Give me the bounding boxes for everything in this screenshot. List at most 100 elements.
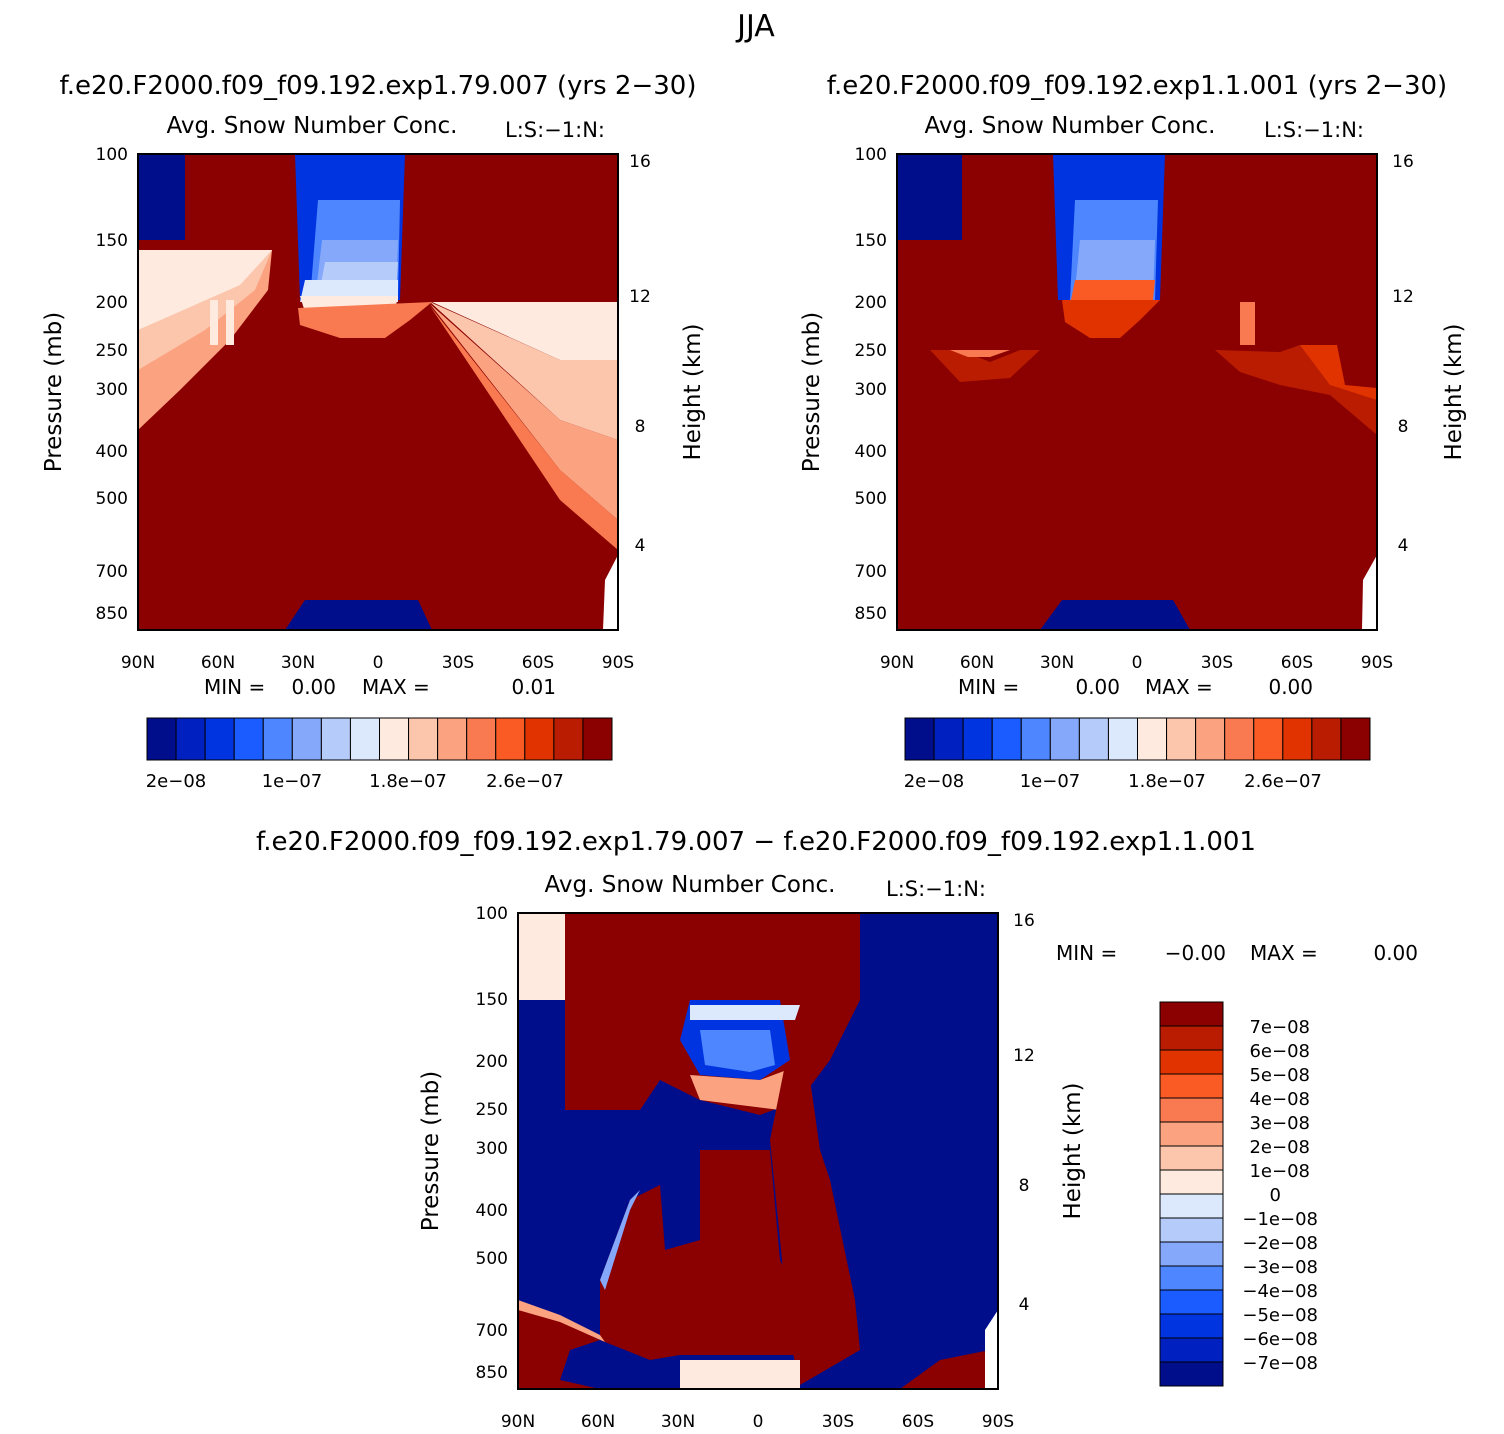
colorbar-swatch	[1107, 717, 1138, 761]
x-tick-label: 30S	[442, 653, 474, 673]
colorbar-swatch	[466, 717, 497, 761]
colorbar-label: 2e−08	[146, 771, 207, 792]
colorbar-label: 5e−08	[1249, 1065, 1310, 1086]
colorbar-label: 2.6e−07	[486, 771, 564, 792]
colorbar-swatch	[379, 717, 410, 761]
colorbar-label: 1.8e−07	[1128, 771, 1206, 792]
colorbar-swatch	[1159, 1097, 1224, 1123]
colorbar-swatch	[349, 717, 380, 761]
y-tick-label: 400	[96, 442, 128, 462]
y-tick-label: 200	[855, 293, 887, 313]
colorbar-label: −1e−08	[1242, 1209, 1318, 1230]
colorbar-swatch	[408, 717, 439, 761]
y-tick-label: 150	[476, 990, 508, 1010]
y-tick-label: 100	[96, 145, 128, 165]
colorbar-swatch	[291, 717, 322, 761]
figure-title: JJA	[735, 9, 775, 44]
colorbar-swatch	[204, 717, 235, 761]
y-right-ticks-a: 4 8 12 16	[629, 152, 651, 556]
height-tick-label: 12	[1013, 1046, 1035, 1066]
x-tick-label: 60N	[581, 1412, 615, 1432]
colorbar-swatch	[1049, 717, 1080, 761]
max-value-c: 0.00	[1373, 941, 1418, 965]
max-value-b: 0.00	[1268, 675, 1313, 699]
units-label-a: L:S:−1:N:	[505, 118, 605, 142]
colorbar-a	[146, 717, 613, 761]
colorbar-swatch	[1159, 1289, 1224, 1315]
colorbar-label: 1e−07	[262, 771, 323, 792]
colorbar-label: −5e−08	[1242, 1305, 1318, 1326]
colorbar-swatch	[553, 717, 584, 761]
y-tick-label: 400	[476, 1201, 508, 1221]
y-tick-label: 300	[96, 380, 128, 400]
height-tick-label: 8	[1019, 1176, 1030, 1196]
max-label-b: MAX =	[1145, 675, 1213, 699]
min-value-a: 0.00	[291, 675, 336, 699]
min-value-b: 0.00	[1075, 675, 1120, 699]
colorbar-swatch	[437, 717, 468, 761]
y-tick-label: 700	[96, 562, 128, 582]
colorbar-swatch	[1311, 717, 1342, 761]
colorbar-swatch	[146, 717, 177, 761]
min-value-c: −0.00	[1165, 941, 1226, 965]
plot-frame-a	[137, 153, 619, 631]
colorbar-swatch	[1159, 1241, 1224, 1267]
x-tick-label: 90N	[501, 1412, 535, 1432]
y-tick-label: 300	[476, 1139, 508, 1159]
units-label-c: L:S:−1:N:	[886, 877, 986, 901]
colorbar-swatch	[495, 717, 526, 761]
y-right-axis-label-c: Height (km)	[1060, 1082, 1086, 1219]
y-tick-label: 300	[855, 380, 887, 400]
plot-frame-b	[896, 153, 1378, 631]
height-tick-label: 12	[629, 287, 651, 307]
height-tick-label: 4	[1019, 1295, 1030, 1315]
x-ticks-b: 90N 60N 30N 0 30S 60S 90S	[880, 653, 1393, 673]
colorbar-c	[1159, 1001, 1224, 1387]
y-tick-label: 100	[855, 145, 887, 165]
colorbar-swatch	[1166, 717, 1197, 761]
y-tick-label: 150	[96, 231, 128, 251]
y-tick-label: 500	[96, 489, 128, 509]
x-tick-label: 30S	[822, 1412, 854, 1432]
colorbar-swatch	[904, 717, 935, 761]
colorbar-swatch	[1159, 1313, 1224, 1339]
colorbar-swatch	[933, 717, 964, 761]
colorbar-label: 6e−08	[1249, 1041, 1310, 1062]
y-right-axis-label-a: Height (km)	[680, 323, 706, 460]
colorbar-label: 2e−08	[904, 771, 965, 792]
x-ticks-a: 90N 60N 30N 0 30S 60S 90S	[121, 653, 634, 673]
colorbar-swatch	[1159, 1025, 1224, 1051]
contour-field-c	[518, 913, 998, 1389]
y-tick-label: 150	[855, 231, 887, 251]
colorbar-label: 0	[1270, 1185, 1281, 1206]
case-title-b: f.e20.F2000.f09_f09.192.exp1.1.001 (yrs …	[827, 71, 1447, 101]
y-axis-label-b: Pressure (mb)	[799, 312, 825, 472]
colorbar-swatch	[582, 717, 613, 761]
height-tick-label: 16	[1392, 152, 1414, 172]
height-tick-label: 12	[1392, 287, 1414, 307]
colorbar-swatch	[1253, 717, 1284, 761]
colorbar-label: −4e−08	[1242, 1281, 1318, 1302]
colorbar-label: 3e−08	[1249, 1113, 1310, 1134]
x-tick-label: 30S	[1201, 653, 1233, 673]
y-tick-label: 700	[476, 1321, 508, 1341]
y-ticks-c: 100 150 200 250 300 400 500 700 850	[476, 904, 508, 1383]
y-tick-label: 200	[476, 1052, 508, 1072]
colorbar-swatch	[1159, 1265, 1224, 1291]
colorbar-swatch	[1159, 1073, 1224, 1099]
colorbar-b	[904, 717, 1371, 761]
colorbar-swatch	[1159, 1337, 1224, 1363]
x-ticks-c: 90N 60N 30N 0 30S 60S 90S	[501, 1412, 1014, 1432]
colorbar-swatch	[1159, 1049, 1224, 1075]
x-tick-label: 60S	[1281, 653, 1313, 673]
colorbar-swatch	[1159, 1361, 1224, 1387]
colorbar-swatch	[1137, 717, 1168, 761]
y-tick-label: 850	[855, 604, 887, 624]
height-tick-label: 8	[1398, 417, 1409, 437]
x-tick-label: 30N	[281, 653, 315, 673]
min-label-c: MIN =	[1056, 941, 1117, 965]
colorbar-label: −3e−08	[1242, 1257, 1318, 1278]
height-tick-label: 4	[635, 536, 646, 556]
y-ticks-b: 100 150 200 250 300 400 500 700 850	[855, 145, 887, 624]
y-tick-label: 400	[855, 442, 887, 462]
